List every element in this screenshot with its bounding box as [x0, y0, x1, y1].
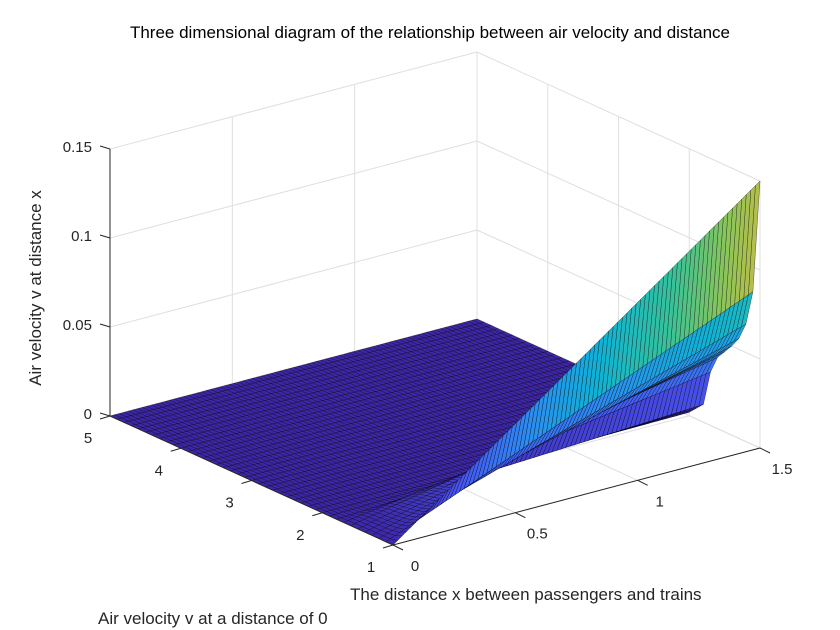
x-tick-label: 0.5	[527, 526, 548, 543]
z-tick-label: 0.1	[71, 228, 92, 245]
y-tick-label: 5	[84, 430, 92, 447]
surface	[109, 180, 761, 546]
z-tick-label: 0.15	[63, 139, 92, 156]
grid-line	[476, 51, 761, 182]
grid-line	[109, 140, 478, 239]
x-tick	[392, 544, 404, 551]
y-tick	[312, 512, 323, 517]
y-tick	[170, 447, 181, 452]
z-tick	[99, 323, 111, 328]
z-tick	[99, 234, 111, 239]
x-tick-label: 1	[655, 493, 663, 510]
z-tick	[99, 145, 111, 150]
x-tick	[759, 447, 771, 454]
y-tick-label: 4	[155, 462, 163, 479]
x-tick-label: 1.5	[772, 461, 793, 478]
y-tick	[99, 415, 111, 420]
z-axis-label: Air velocity v at distance x	[26, 190, 45, 386]
y-tick-label: 2	[296, 527, 304, 544]
x-tick	[515, 512, 526, 519]
z-tick	[99, 412, 111, 417]
x-axis-label: The distance x between passengers and tr…	[350, 585, 702, 604]
z-tick-label: 0	[84, 406, 92, 423]
z-tick-label: 0.05	[63, 317, 92, 334]
x-tick	[637, 479, 648, 486]
y-tick	[382, 544, 394, 549]
y-axis-label: Air velocity v at a distance of 0	[98, 609, 328, 628]
y-tick-label: 1	[367, 559, 375, 576]
grid-line	[109, 51, 478, 150]
y-tick	[241, 480, 252, 484]
x-tick-label: 0	[411, 558, 419, 575]
chart-title: Three dimensional diagram of the relatio…	[130, 23, 730, 42]
grid-line	[109, 229, 478, 328]
y-tick-label: 3	[225, 495, 233, 512]
